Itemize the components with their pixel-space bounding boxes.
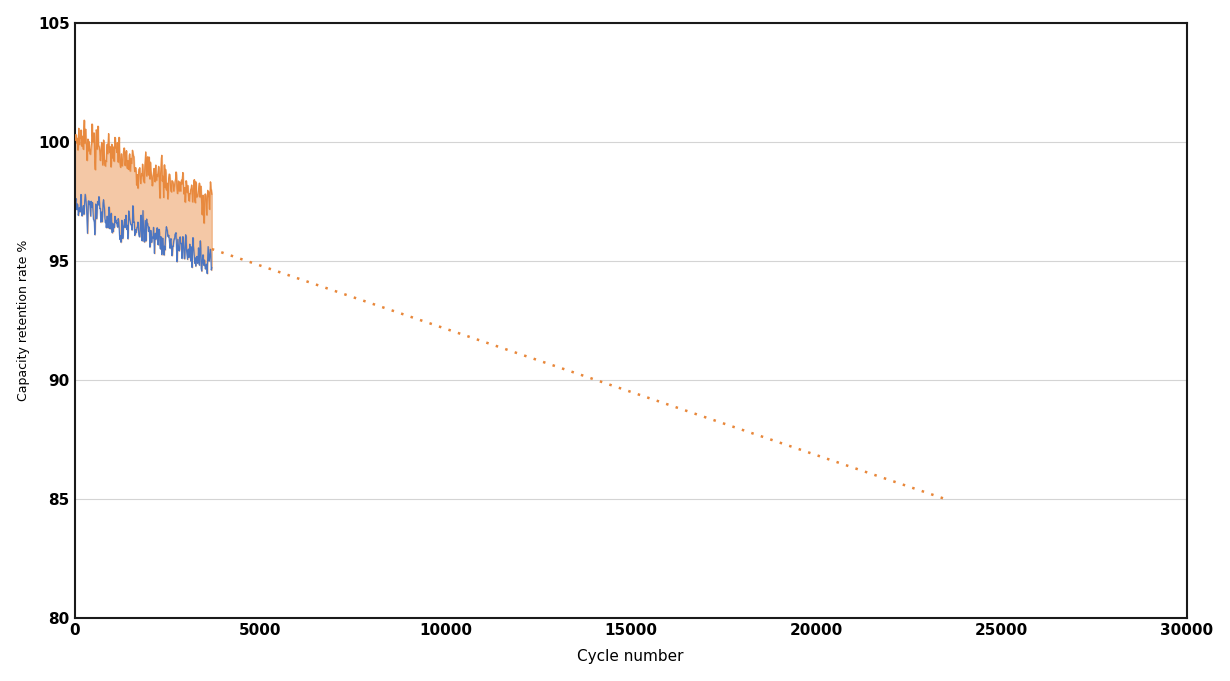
X-axis label: Cycle number: Cycle number (577, 649, 684, 665)
Y-axis label: Capacity retention rate %: Capacity retention rate % (17, 240, 30, 401)
